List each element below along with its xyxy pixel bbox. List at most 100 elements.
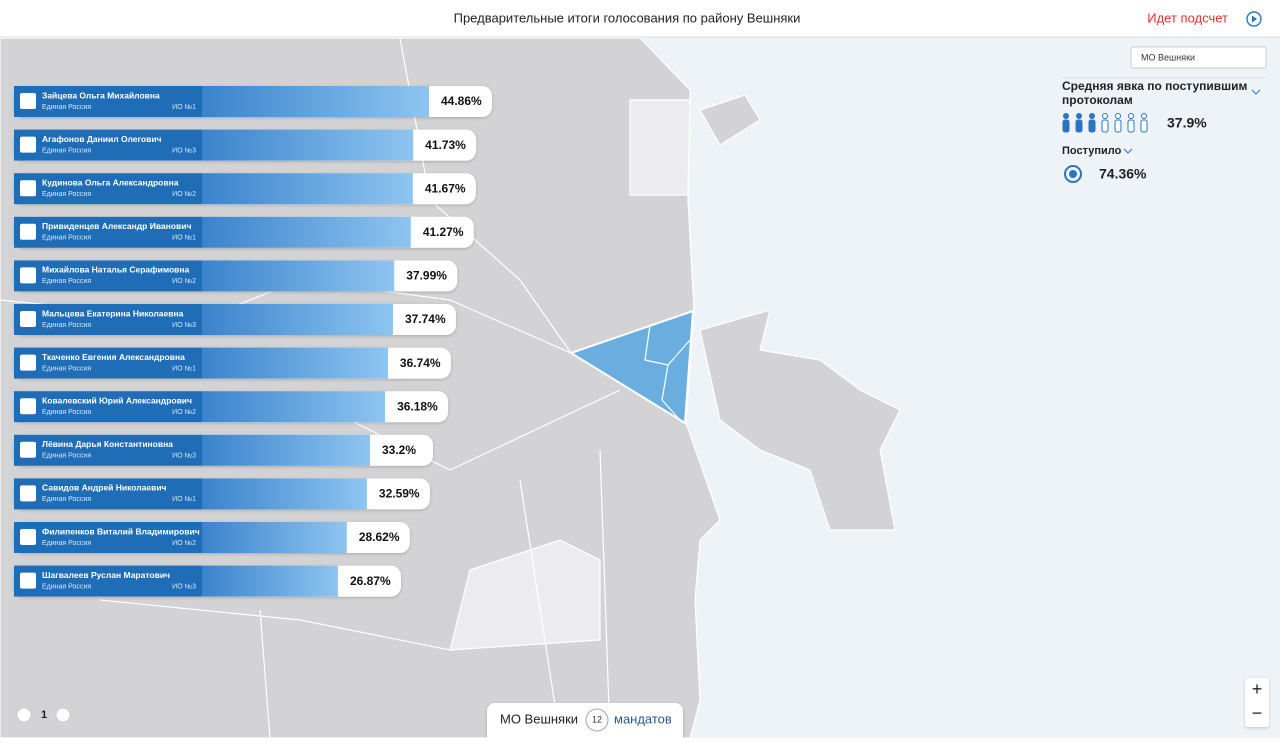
mandates-count: 12	[592, 714, 602, 724]
received-icon	[1064, 165, 1082, 183]
received-label: Поступило	[1062, 145, 1122, 157]
candidate-row[interactable]: Зайцева Ольга Михайловна Единая Россия ИО …	[14, 86, 492, 117]
candidate-party: Единая Россия	[42, 409, 91, 416]
bar	[202, 391, 386, 423]
row-head	[14, 86, 202, 117]
chevron[interactable]	[1251, 89, 1261, 95]
party-logo	[20, 572, 36, 589]
person-body	[1101, 119, 1109, 133]
row-head	[14, 260, 202, 292]
candidate-party: Единая Россия	[42, 191, 91, 198]
footer-district: МО Вешняки	[500, 711, 578, 726]
candidate-row[interactable]: Привиденцев Александр Иванович Единая Рос…	[14, 216, 474, 248]
candidate-name: Ткаченко Евгения Александровна	[42, 352, 185, 362]
candidate-party: Единая Россия	[42, 322, 91, 329]
person-head	[1089, 113, 1095, 119]
party-logo	[20, 136, 36, 153]
bar	[202, 129, 414, 161]
prev-page[interactable]	[16, 707, 32, 723]
party-logo	[20, 267, 36, 284]
footer-panel: МО Вешняки 12 мандатов	[487, 703, 683, 743]
row-head	[14, 478, 202, 510]
candidate-row[interactable]: Шагвалеев Руслан Маратович Единая Россия И…	[14, 565, 401, 597]
candidate-row[interactable]: Мальцева Екатерина Николаевна Единая Росс…	[14, 304, 456, 335]
candidate-row[interactable]: Ткаченко Евгения Александровна Единая Рос…	[14, 347, 451, 379]
person-head	[1063, 113, 1069, 119]
candidate-percent: 32.59%	[379, 487, 420, 501]
candidate-district: ИО №2	[172, 278, 196, 285]
party-logo	[20, 398, 36, 415]
person-body	[1075, 119, 1083, 133]
header	[0, 0, 1280, 37]
candidate-percent: 36.18%	[397, 399, 438, 413]
mandates-label: мандатов	[614, 711, 672, 726]
zoom-in[interactable]: +	[1252, 679, 1263, 699]
turnout-label: протоколам	[1062, 93, 1133, 107]
party-logo	[20, 223, 36, 240]
person-body	[1062, 119, 1070, 133]
party-logo	[20, 354, 36, 371]
candidate-party: Единая Россия	[42, 147, 91, 154]
row-head	[14, 173, 202, 205]
row-head	[14, 216, 202, 248]
zoom-out[interactable]: −	[1252, 703, 1263, 723]
party-logo	[20, 441, 36, 458]
candidate-district: ИО №3	[172, 453, 196, 460]
candidate-district: ИО №3	[172, 583, 196, 590]
zoom-controls: + −	[1245, 678, 1269, 727]
candidate-name: Агафонов Даниил Олегович	[42, 134, 162, 144]
candidate-name: Лёвина Дарья Константиновна	[42, 439, 173, 449]
candidate-row[interactable]: Савидов Андрей Николаевич Единая Россия ИО…	[14, 478, 430, 510]
candidate-row[interactable]: Кудинова Ольга Александровна Единая Росси…	[14, 173, 476, 205]
candidate-district: ИО №1	[172, 235, 196, 242]
person-body	[1088, 119, 1096, 133]
received-value: 74.36%	[1099, 166, 1147, 182]
bar	[202, 216, 411, 248]
bar	[202, 86, 429, 117]
candidate-name: Мальцева Екатерина Николаевна	[42, 308, 184, 318]
candidate-party: Единая Россия	[42, 365, 91, 372]
person-body	[1114, 119, 1122, 133]
candidate-row[interactable]: Ковалевский Юрий Александрович Единая Рос…	[14, 391, 449, 423]
candidate-row[interactable]: Филипенков Виталий Владимирович Единая Ро…	[14, 522, 410, 553]
candidate-name: Ковалевский Юрий Александрович	[42, 395, 192, 405]
play-button[interactable]	[1246, 11, 1262, 27]
next-page[interactable]	[55, 707, 71, 723]
candidate-district: ИО №2	[172, 191, 196, 198]
candidate-row[interactable]: Агафонов Даниил Олегович Единая Россия ИО …	[14, 129, 477, 161]
row-head	[14, 129, 202, 161]
candidate-party: Единая Россия	[42, 104, 91, 111]
bar	[202, 522, 347, 553]
candidate-name: Савидов Андрей Николаевич	[42, 483, 167, 493]
row-head	[14, 304, 202, 335]
row-head	[14, 522, 202, 553]
turnout-label: Средняя явка по поступившим	[1062, 79, 1248, 93]
candidate-party: Единая Россия	[42, 278, 91, 285]
candidate-district: ИО №2	[172, 409, 196, 416]
person-head	[1128, 113, 1134, 119]
party-logo	[20, 529, 36, 545]
district-select[interactable]: МО Вешняки	[1130, 46, 1267, 69]
candidate-percent: 28.62%	[359, 530, 400, 544]
pager: 1	[16, 707, 71, 723]
candidate-percent: 37.99%	[406, 269, 447, 283]
candidate-row[interactable]: Лёвина Дарья Константиновна Единая Россия…	[14, 434, 433, 466]
page-number[interactable]: 1	[41, 709, 47, 721]
bar	[202, 304, 393, 335]
candidate-district: ИО №1	[172, 496, 196, 503]
party-logo	[20, 180, 36, 197]
candidate-district: ИО №1	[172, 365, 196, 372]
person-head	[1141, 113, 1147, 119]
candidate-district: ИО №2	[172, 540, 196, 547]
bar	[202, 347, 388, 379]
candidate-row[interactable]: Михайлова Наталья Серафимовна Единая Росс…	[14, 260, 458, 292]
district-select-text: МО Вешняки	[1141, 52, 1195, 62]
bar	[202, 565, 338, 597]
candidate-name: Зайцева Ольга Михайловна	[42, 90, 160, 100]
bar	[202, 173, 413, 205]
chevron[interactable]	[1123, 148, 1133, 154]
person-head	[1076, 113, 1082, 119]
candidate-percent: 37.74%	[405, 312, 446, 326]
map	[0, 37, 901, 739]
